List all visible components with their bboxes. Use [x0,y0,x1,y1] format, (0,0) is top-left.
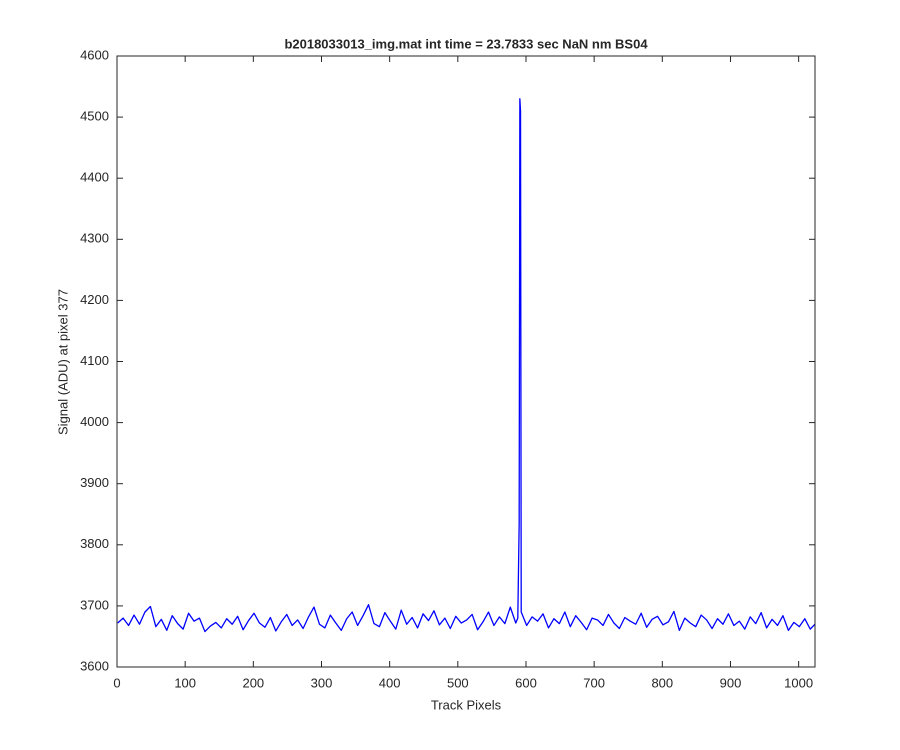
x-tick-label: 600 [515,675,537,690]
y-tick-label: 3900 [80,475,109,490]
y-tick-label: 4000 [80,414,109,429]
x-tick-label: 0 [113,675,120,690]
x-axis-label: Track Pixels [431,697,502,712]
y-tick-label: 4600 [80,47,109,62]
x-tick-label: 100 [174,675,196,690]
y-tick-label: 3800 [80,536,109,551]
data-line [117,98,816,633]
chart-title: b2018033013_img.mat int time = 23.7833 s… [284,36,648,51]
x-tick-label: 1000 [784,675,813,690]
y-tick-label: 4400 [80,170,109,185]
y-tick-label: 3700 [80,597,109,612]
x-tick-label: 400 [379,675,401,690]
y-tick-label: 4300 [80,231,109,246]
y-tick-label: 4100 [80,353,109,368]
y-tick-label: 4200 [80,292,109,307]
x-tick-label: 300 [311,675,333,690]
x-tick-label: 500 [447,675,469,690]
x-tick-label: 700 [583,675,605,690]
x-tick-label: 900 [720,675,742,690]
y-tick-label: 4500 [80,109,109,124]
x-tick-label: 800 [651,675,673,690]
x-tick-label: 200 [242,675,264,690]
y-tick-label: 3600 [80,658,109,673]
y-axis-label: Signal (ADU) at pixel 377 [55,289,70,435]
